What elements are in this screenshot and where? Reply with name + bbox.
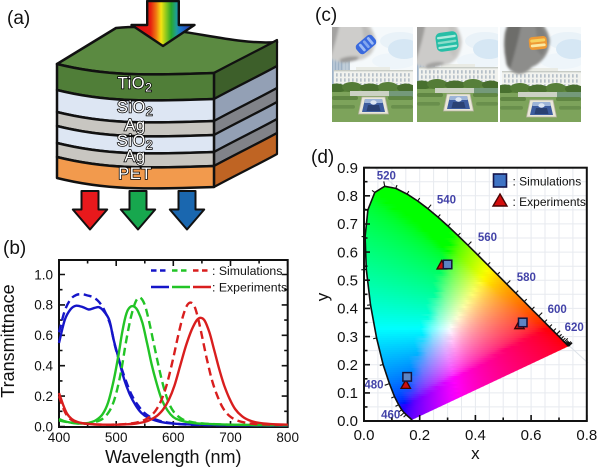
svg-text:480: 480 <box>364 380 383 392</box>
svg-text:0.0: 0.0 <box>34 419 53 434</box>
svg-text:0.6: 0.6 <box>337 244 358 261</box>
svg-text:600: 600 <box>162 430 185 445</box>
svg-text:460: 460 <box>381 410 400 422</box>
svg-text:540: 540 <box>437 195 456 207</box>
svg-text:y: y <box>313 292 332 301</box>
svg-text:0.9: 0.9 <box>337 160 358 177</box>
svg-text:Transmittnace: Transmittnace <box>0 284 18 397</box>
svg-text:520: 520 <box>377 170 396 182</box>
svg-text:0.0: 0.0 <box>354 427 375 444</box>
svg-text:x: x <box>471 444 480 463</box>
svg-text:0.2: 0.2 <box>409 427 430 444</box>
svg-text:PET: PET <box>118 165 152 183</box>
svg-text:0.2: 0.2 <box>34 389 53 404</box>
svg-text:0.1: 0.1 <box>337 385 358 402</box>
svg-text:0.4: 0.4 <box>337 301 358 318</box>
svg-text:Ag: Ag <box>124 148 145 166</box>
svg-text:600: 600 <box>548 304 567 316</box>
svg-text:0.2: 0.2 <box>337 357 358 374</box>
svg-text:0.0: 0.0 <box>337 413 358 430</box>
svg-text:0.4: 0.4 <box>465 427 486 444</box>
svg-text:Wavelength (nm): Wavelength (nm) <box>105 447 241 467</box>
svg-text:500: 500 <box>105 430 128 445</box>
svg-text:0.5: 0.5 <box>337 272 358 289</box>
svg-text:0.6: 0.6 <box>521 427 542 444</box>
svg-text:1.0: 1.0 <box>34 267 53 282</box>
svg-text:SiO2: SiO2 <box>117 132 153 152</box>
svg-text:700: 700 <box>219 430 242 445</box>
svg-text:0.7: 0.7 <box>337 216 358 233</box>
svg-text:0.6: 0.6 <box>34 328 53 343</box>
svg-text:0.3: 0.3 <box>337 329 358 346</box>
svg-text:TiO2: TiO2 <box>118 75 153 95</box>
svg-text:800: 800 <box>276 430 299 445</box>
svg-text:560: 560 <box>478 232 497 244</box>
svg-text:0.8: 0.8 <box>576 427 597 444</box>
svg-text:0.8: 0.8 <box>34 298 53 313</box>
svg-text:: Experiments: : Experiments <box>212 281 287 295</box>
svg-text:0.4: 0.4 <box>34 359 53 374</box>
svg-text:Ag: Ag <box>124 117 145 135</box>
svg-text:: Simulations: : Simulations <box>212 264 282 278</box>
svg-text:580: 580 <box>517 272 536 284</box>
svg-text:: Experiments: : Experiments <box>513 195 586 209</box>
svg-text:: Simulations: : Simulations <box>513 175 582 189</box>
svg-text:400: 400 <box>48 430 71 445</box>
svg-text:SiO2: SiO2 <box>117 99 153 119</box>
svg-text:620: 620 <box>565 322 584 334</box>
svg-text:0.8: 0.8 <box>337 188 358 205</box>
